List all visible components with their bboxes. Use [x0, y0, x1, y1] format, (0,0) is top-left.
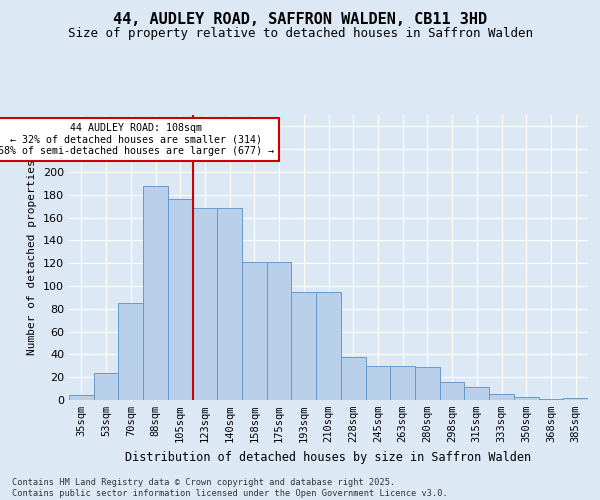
Text: 44 AUDLEY ROAD: 108sqm
← 32% of detached houses are smaller (314)
68% of semi-de: 44 AUDLEY ROAD: 108sqm ← 32% of detached… — [0, 123, 274, 156]
Bar — [143, 186, 168, 400]
Bar — [390, 366, 415, 400]
Bar — [365, 366, 390, 400]
Bar — [217, 208, 242, 400]
Text: Contains HM Land Registry data © Crown copyright and database right 2025.
Contai: Contains HM Land Registry data © Crown c… — [12, 478, 448, 498]
Bar — [440, 382, 464, 400]
Bar — [69, 396, 94, 400]
Text: Size of property relative to detached houses in Saffron Walden: Size of property relative to detached ho… — [67, 28, 533, 40]
Bar — [193, 208, 217, 400]
Text: 44, AUDLEY ROAD, SAFFRON WALDEN, CB11 3HD: 44, AUDLEY ROAD, SAFFRON WALDEN, CB11 3H… — [113, 12, 487, 28]
Bar — [489, 394, 514, 400]
Bar — [316, 292, 341, 400]
Bar — [341, 356, 365, 400]
Bar — [267, 262, 292, 400]
Bar — [539, 399, 563, 400]
Bar — [464, 388, 489, 400]
Bar — [514, 396, 539, 400]
Bar — [94, 372, 118, 400]
Bar — [168, 200, 193, 400]
Bar — [415, 367, 440, 400]
Y-axis label: Number of detached properties: Number of detached properties — [28, 160, 37, 356]
Bar — [292, 292, 316, 400]
Bar — [563, 398, 588, 400]
Bar — [118, 303, 143, 400]
X-axis label: Distribution of detached houses by size in Saffron Walden: Distribution of detached houses by size … — [125, 450, 532, 464]
Bar — [242, 262, 267, 400]
